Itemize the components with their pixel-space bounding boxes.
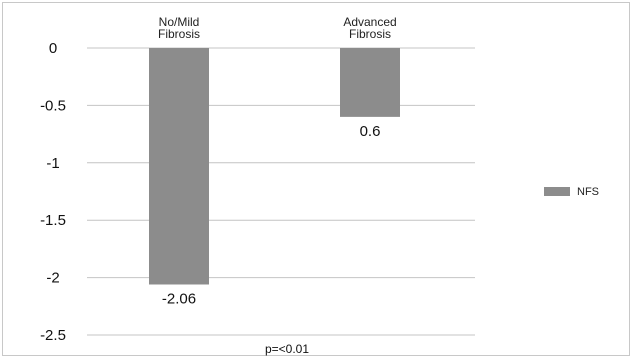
category-label: Fibrosis	[158, 27, 200, 41]
y-tick-label: -2	[46, 270, 59, 287]
category-label: No/Mild	[159, 15, 200, 29]
bar-chart: 0-0.5-1-1.5-2-2.5 No/MildFibrosisAdvance…	[40, 15, 599, 356]
legend: NFS	[544, 186, 599, 198]
y-tick-label: -1.5	[40, 212, 66, 229]
category-label: Fibrosis	[349, 27, 391, 41]
y-tick-label: -1	[46, 155, 59, 172]
legend-label: NFS	[577, 186, 599, 198]
y-axis: 0 -0.5 -1 -1.5 -2 -2.5	[40, 40, 66, 344]
y-tick-label: -0.5	[40, 97, 66, 114]
bars	[149, 48, 400, 285]
legend-swatch	[544, 187, 570, 196]
data-labels: -2.06 0.6	[162, 123, 381, 308]
y-tick-label: 0	[49, 40, 57, 57]
p-value-annotation: p=<0.01	[265, 342, 309, 356]
data-label: 0.6	[360, 123, 381, 140]
data-label: -2.06	[162, 290, 196, 307]
bar	[149, 48, 209, 285]
category-label: Advanced	[343, 15, 396, 29]
bar	[340, 48, 400, 117]
y-tick-label: -2.5	[40, 327, 66, 344]
gridlines	[87, 47, 475, 336]
chart-frame: 0 -0.5 -1 -1.5 -2 -2.5 No/Mild Fibrosis Advance…	[2, 2, 630, 356]
